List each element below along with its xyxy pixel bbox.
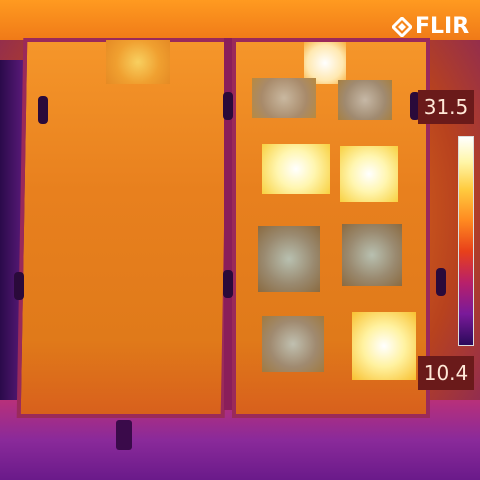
mount-clip [14, 272, 24, 300]
cell-hotspot [342, 224, 402, 286]
hot-cell [340, 146, 398, 202]
hot-cell [262, 144, 330, 194]
mount-clip [410, 92, 420, 120]
cell-hotspot [252, 78, 316, 118]
mount-clip [436, 268, 446, 296]
temperature-colorbar [458, 136, 474, 346]
mount-clip [223, 270, 233, 298]
cell-hotspot [258, 226, 320, 292]
mount-clip [223, 92, 233, 120]
hot-cell [106, 40, 170, 84]
flir-diamond-icon [392, 16, 412, 37]
cell-hotspot [338, 80, 392, 120]
panel-divider [224, 38, 234, 410]
hot-cell [352, 312, 416, 380]
temp-scale-max: 31.5 [418, 90, 474, 124]
flir-logo: FLIR [392, 14, 469, 39]
hot-cell [304, 42, 346, 84]
cell-hotspot [262, 316, 324, 372]
ground-stake [116, 420, 132, 450]
flir-logo-text: FLIR [415, 14, 470, 39]
solar-panel-left [16, 38, 232, 418]
temp-scale-min: 10.4 [418, 356, 474, 390]
mount-clip [38, 96, 48, 124]
